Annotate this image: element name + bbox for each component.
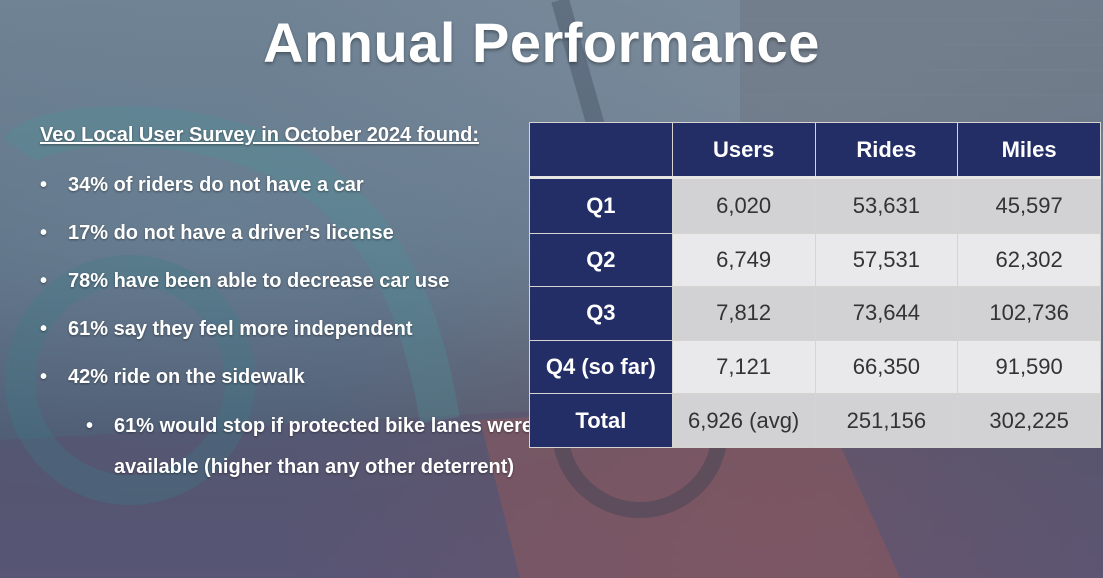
survey-heading: Veo Local User Survey in October 2024 fo… xyxy=(40,124,480,146)
cell-rides: 66,350 xyxy=(814,339,959,395)
cell-users: 6,020 xyxy=(671,177,816,234)
findings-list: 34% of riders do not have a car 17% do n… xyxy=(40,168,530,408)
table-row: Q4 (so far) 7,121 66,350 91,590 xyxy=(529,339,1101,395)
row-label: Total xyxy=(529,393,673,448)
slide-title: Annual Performance xyxy=(263,11,820,74)
cell-users: 7,121 xyxy=(671,339,816,395)
cell-miles: 45,597 xyxy=(957,177,1101,234)
cell-rides: 57,531 xyxy=(814,232,959,288)
cell-users: 6,749 xyxy=(671,232,816,288)
performance-table: Users Rides Miles Q1 6,020 53,631 45,597… xyxy=(529,122,1101,448)
table-row: Q3 7,812 73,644 102,736 xyxy=(529,286,1101,341)
cell-rides: 73,644 xyxy=(814,286,959,341)
table-header-row: Users Rides Miles xyxy=(529,122,1101,179)
row-label: Q3 xyxy=(529,286,673,341)
finding-item: 42% ride on the sidewalk xyxy=(40,360,530,408)
cell-miles: 302,225 xyxy=(957,393,1101,448)
sub-finding-item: 61% would stop if protected bike lanes w… xyxy=(86,406,559,488)
row-label: Q2 xyxy=(529,232,673,288)
table-row: Q2 6,749 57,531 62,302 xyxy=(529,232,1101,288)
finding-item: 17% do not have a driver’s license xyxy=(40,216,530,264)
header-miles: Miles xyxy=(957,122,1101,179)
row-label: Q4 (so far) xyxy=(529,339,673,395)
header-corner xyxy=(529,122,673,179)
finding-item: 34% of riders do not have a car xyxy=(40,168,530,216)
cell-miles: 62,302 xyxy=(957,232,1101,288)
finding-item: 61% say they feel more independent xyxy=(40,312,530,360)
cell-rides: 251,156 xyxy=(814,393,959,448)
cell-rides: 53,631 xyxy=(814,177,959,234)
row-label: Q1 xyxy=(529,177,673,234)
cell-users: 7,812 xyxy=(671,286,816,341)
table-row-total: Total 6,926 (avg) 251,156 302,225 xyxy=(529,393,1101,448)
header-rides: Rides xyxy=(814,122,959,179)
finding-item: 78% have been able to decrease car use xyxy=(40,264,530,312)
header-users: Users xyxy=(671,122,816,179)
cell-miles: 102,736 xyxy=(957,286,1101,341)
cell-miles: 91,590 xyxy=(957,339,1101,395)
cell-users: 6,926 (avg) xyxy=(671,393,816,448)
table-row: Q1 6,020 53,631 45,597 xyxy=(529,177,1101,234)
